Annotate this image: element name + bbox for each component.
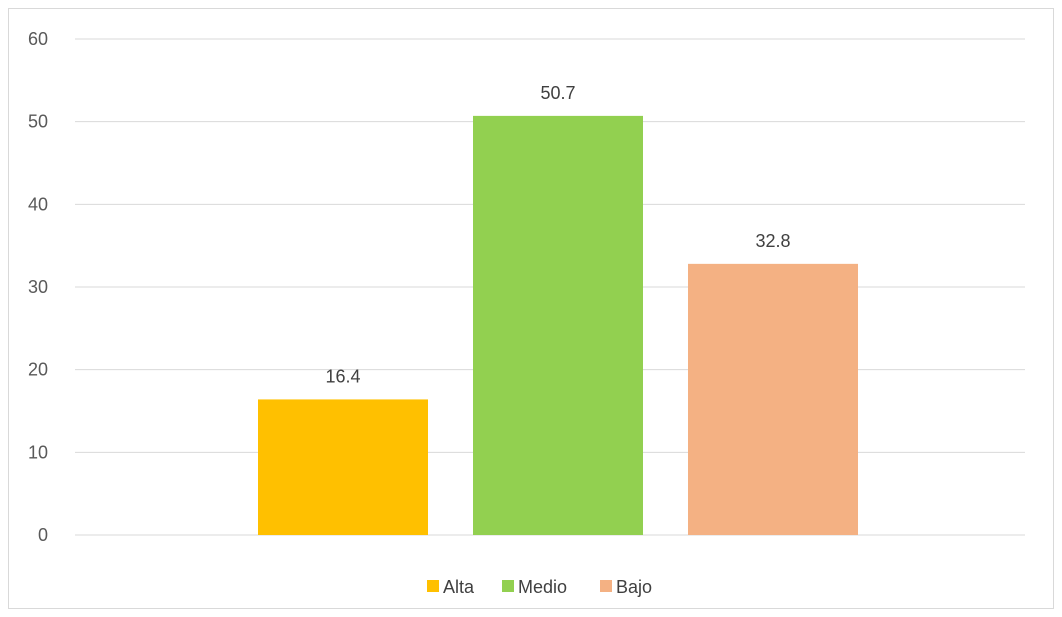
legend-label-alta: Alta	[443, 577, 475, 597]
legend-label-bajo: Bajo	[616, 577, 652, 597]
bars	[258, 115, 858, 535]
bar-bajo	[688, 263, 858, 535]
legend-swatch-medio	[502, 580, 514, 592]
legend-swatch-alta	[427, 580, 439, 592]
legend: Alta Medio Bajo	[427, 577, 652, 597]
y-tick-label: 20	[28, 360, 48, 380]
y-tick-label: 40	[28, 194, 48, 214]
data-label-medio: 50.7	[540, 83, 575, 103]
bar-medio	[473, 115, 643, 535]
y-tick-label: 10	[28, 442, 48, 462]
bar-alta	[258, 399, 428, 535]
y-tick-label: 50	[28, 112, 48, 132]
legend-label-medio: Medio	[518, 577, 567, 597]
y-axis-tick-labels: 0 10 20 30 40 50 60	[28, 29, 48, 545]
data-labels: 16.4 50.7 32.8	[325, 83, 790, 387]
data-label-bajo: 32.8	[755, 231, 790, 251]
data-label-alta: 16.4	[325, 366, 360, 386]
legend-swatch-bajo	[600, 580, 612, 592]
y-tick-label: 0	[38, 525, 48, 545]
y-tick-label: 30	[28, 277, 48, 297]
y-tick-label: 60	[28, 29, 48, 49]
